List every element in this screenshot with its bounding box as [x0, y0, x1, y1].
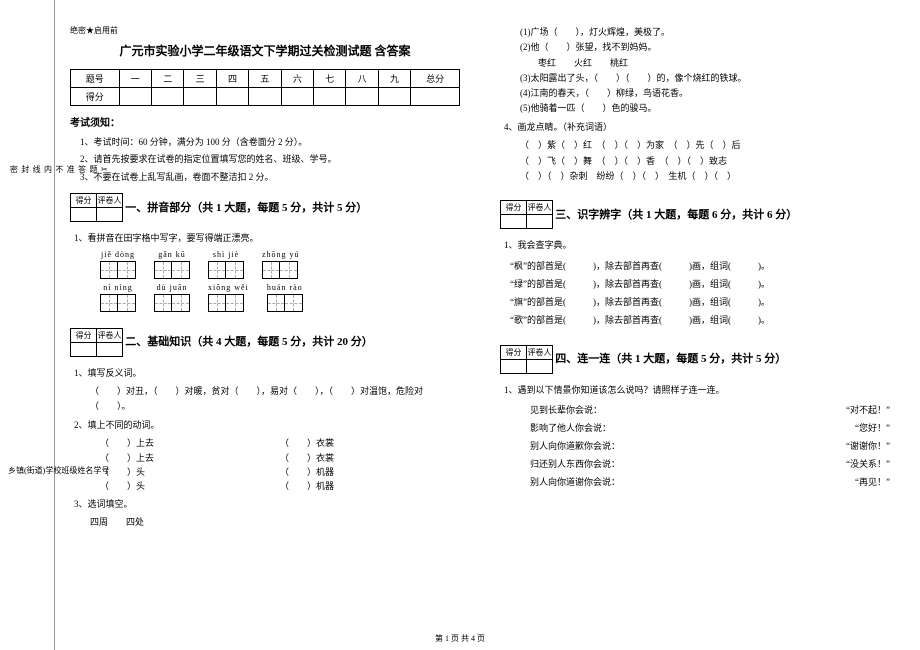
fill-line: (2)他（ ）张望，找不到妈妈。 [520, 40, 890, 55]
notice-heading: 考试须知： [70, 114, 460, 129]
notice-item: 2、请首先按要求在试卷的指定位置填写您的姓名、班级、学号。 [80, 152, 460, 166]
grader-box-4: 得分评卷人 [500, 345, 553, 374]
q2-3-opts: 四周 四处 [90, 515, 460, 530]
lookup-row: “歌”的部首是( )，除去部首再查( )画，组词( )。 [510, 311, 890, 329]
fill-line: （ ）紫（ ）红 （ ）（ ）为家 （ ）先（ ）后 [520, 138, 890, 153]
page-body: 绝密★启用前 广元市实验小学二年级语文下学期过关检测试题 含答案 题号 一 二 … [60, 20, 900, 620]
fill-line: (5)他骑着一匹（ ）色的骏马。 [520, 101, 890, 116]
score-table: 题号 一 二 三 四 五 六 七 八 九 总分 得分 [70, 69, 460, 106]
page-footer: 第 1 页 共 4 页 [0, 633, 920, 644]
q2-1-line: （ ）对丑，（ ）对暖，贫对（ ），易对（ ），（ ）对温饱，危险对（ ）。 [90, 384, 460, 415]
section-1-title: 一、拼音部分（共 1 大题，每题 5 分，共计 5 分） [125, 199, 367, 215]
section-3-title: 三、识字辨字（共 1 大题，每题 6 分，共计 6 分） [555, 206, 797, 222]
fill-line: （ ）（ ）杂刺 纷纷（ ）（ ） 生机（ ）（ ） [520, 169, 890, 184]
lookup-row: “枫”的部首是( )，除去部首再查( )画，组词( )。 [510, 257, 890, 275]
q4-1: 1、遇到以下情景你知道该怎么说吗？请照样子连一连。 [504, 384, 890, 398]
pinyin-row-2: ní nìng dù juān xiōng wěi huán rào [100, 283, 460, 312]
section-4-title: 四、连一连（共 1 大题，每题 5 分，共计 5 分） [555, 350, 786, 366]
pinyin-row-1: jiě dòng gǎn kū shì jiè zhōng yú [100, 250, 460, 279]
fill-line: (1)广场（ ），灯火辉煌，美极了。 [520, 25, 890, 40]
section-2-title: 二、基础知识（共 4 大题，每题 5 分，共计 20 分） [125, 333, 373, 349]
secret-label: 绝密★启用前 [70, 25, 460, 36]
right-column: (1)广场（ ），灯火辉煌，美极了。 (2)他（ ）张望，找不到妈妈。 枣红 火… [490, 20, 900, 620]
q3-1: 1、我会查字典。 [504, 239, 890, 253]
q1-1: 1、看拼音在田字格中写字，要写得端正漂亮。 [74, 232, 460, 246]
fill-line: （ ）飞（ ）舞 （ ）（ ）香 （ ）（ ）致志 [520, 154, 890, 169]
grader-box-3: 得分评卷人 [500, 200, 553, 229]
fill-line: (3)太阳露出了头，（ ）（ ）的，像个烧红的铁球。 [520, 71, 890, 86]
left-column: 绝密★启用前 广元市实验小学二年级语文下学期过关检测试题 含答案 题号 一 二 … [60, 20, 470, 620]
q2-1: 1、填写反义词。 [74, 367, 460, 381]
notice-item: 1、考试时间：60 分钟，满分为 100 分（含卷面分 2 分）。 [80, 135, 460, 149]
grader-box-2: 得分评卷人 [70, 328, 123, 357]
lookup-row: “旗”的部首是( )，除去部首再查( )画，组词( )。 [510, 293, 890, 311]
q2-2: 2、填上不同的动词。 [74, 419, 460, 433]
binding-sidebar: ✂ 题 答 准 不 内 线 封 密 学号 姓名 班级 学校 乡镇(街道) [0, 0, 55, 650]
notice-item: 3、不要在试卷上乱写乱画，卷面不整洁扣 2 分。 [80, 170, 460, 184]
q2-3: 3、选词填空。 [74, 498, 460, 512]
fill-line: 枣红 火红 桃红 [520, 56, 890, 71]
grader-box: 得分评卷人 [70, 193, 123, 222]
lookup-row: “绿”的部首是( )，除去部首再查( )画，组词( )。 [510, 275, 890, 293]
fill-line: (4)江南的春天，（ ）柳绿，鸟语花香。 [520, 86, 890, 101]
q2-4: 4、画龙点睛。（补充词语） [504, 121, 890, 135]
exam-title: 广元市实验小学二年级语文下学期过关检测试题 含答案 [70, 42, 460, 59]
